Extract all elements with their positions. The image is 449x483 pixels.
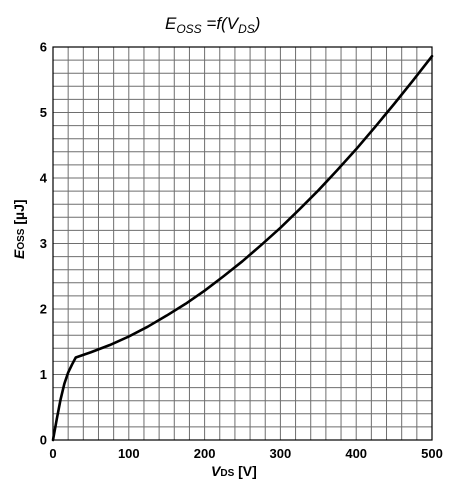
y-tick-label: 5 bbox=[40, 105, 47, 120]
x-axis-label: VDS [V] bbox=[211, 463, 257, 479]
x-tick-label: 0 bbox=[49, 446, 56, 461]
x-tick-label: 300 bbox=[270, 446, 292, 461]
y-tick-label: 3 bbox=[40, 236, 47, 251]
y-tick-label: 0 bbox=[40, 433, 47, 448]
chart-title-rest-sub: DS bbox=[238, 22, 255, 36]
y-tick-label: 6 bbox=[40, 40, 47, 55]
x-tick-label: 400 bbox=[345, 446, 367, 461]
y-tick-label: 4 bbox=[40, 171, 48, 186]
y-axis-label-unit: [µJ] bbox=[11, 199, 27, 228]
y-axis-label-main: E bbox=[11, 249, 27, 259]
plot-frame bbox=[52, 46, 433, 441]
grid bbox=[53, 47, 432, 440]
x-axis-label-sub: DS bbox=[220, 468, 234, 479]
y-tick-label: 2 bbox=[40, 302, 47, 317]
chart-title-rest: =f(V bbox=[202, 14, 240, 33]
y-tick-labels: 0 1 2 3 4 5 6 bbox=[40, 40, 48, 448]
x-tick-labels: 0 100 200 300 400 500 bbox=[49, 446, 442, 461]
x-axis-label-main: V bbox=[211, 463, 222, 479]
y-axis-label: EOSS [µJ] bbox=[11, 199, 27, 259]
chart-title-main: E bbox=[165, 14, 177, 33]
x-tick-label: 500 bbox=[421, 446, 443, 461]
chart-title: EOSS =f(VDS) bbox=[165, 14, 260, 36]
x-tick-label: 200 bbox=[194, 446, 216, 461]
y-axis-label-sub: OSS bbox=[16, 228, 27, 249]
chart-title-main-sub: OSS bbox=[176, 22, 201, 36]
x-tick-label: 100 bbox=[118, 446, 140, 461]
y-tick-label: 1 bbox=[40, 367, 47, 382]
series-line bbox=[51, 54, 434, 442]
x-axis-label-unit: [V] bbox=[234, 463, 257, 479]
chart-title-close: ) bbox=[253, 14, 261, 33]
